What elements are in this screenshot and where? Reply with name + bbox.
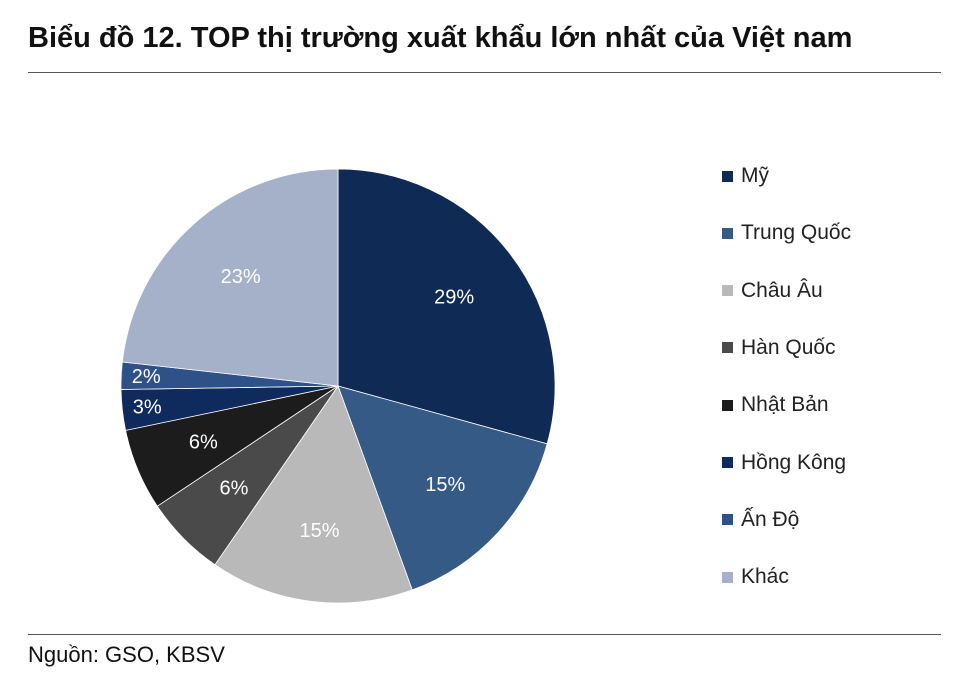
legend-item-my: Mỹ bbox=[722, 162, 769, 190]
source-note: Nguồn: GSO, KBSV bbox=[28, 642, 225, 667]
legend-item-an-do: Ấn Độ bbox=[722, 506, 799, 534]
legend-label: Châu Âu bbox=[741, 278, 823, 302]
legend-item-khac: Khác bbox=[722, 563, 789, 591]
data-label-hong-kong: 3% bbox=[133, 396, 162, 418]
legend-swatch bbox=[722, 514, 733, 526]
legend-label: Ấn Độ bbox=[741, 507, 800, 531]
legend-item-hong-kong: Hồng Kông bbox=[722, 449, 846, 477]
legend-swatch bbox=[722, 571, 733, 583]
data-label-chau-au: 15% bbox=[300, 520, 340, 542]
data-label-my: 29% bbox=[434, 287, 474, 309]
legend-swatch bbox=[722, 285, 733, 297]
legend-label: Nhật Bản bbox=[741, 393, 829, 417]
chart-title: Biểu đồ 12. TOP thị trường xuất khẩu lớn… bbox=[28, 22, 853, 54]
legend-item-han-quoc: Hàn Quốc bbox=[722, 334, 836, 362]
legend-label: Hàn Quốc bbox=[741, 335, 836, 359]
pie-slice-khac bbox=[121, 168, 339, 387]
legend-swatch bbox=[722, 457, 733, 468]
pie-slice-chau-au bbox=[214, 385, 413, 604]
legend-swatch bbox=[722, 227, 733, 239]
data-label-an-do: 2% bbox=[132, 366, 161, 388]
pie-slice-trung-quoc bbox=[337, 385, 548, 591]
legend-swatch bbox=[722, 170, 733, 182]
title-divider bbox=[28, 72, 941, 73]
legend-item-trung-quoc: Trung Quốc bbox=[722, 219, 851, 247]
legend-swatch bbox=[722, 342, 733, 354]
legend-label: Khác bbox=[741, 565, 789, 589]
legend-item-chau-au: Châu Âu bbox=[722, 277, 823, 305]
legend-item-nhat-ban: Nhật Bản bbox=[722, 391, 829, 419]
data-label-trung-quoc: 15% bbox=[425, 474, 465, 496]
legend-label: Hồng Kông bbox=[741, 450, 847, 474]
data-label-nhat-ban: 6% bbox=[189, 431, 218, 453]
pie-slice-my bbox=[337, 168, 556, 445]
data-label-khac: 23% bbox=[221, 266, 261, 288]
source-divider bbox=[28, 634, 941, 635]
legend-label: Trung Quốc bbox=[741, 221, 852, 245]
legend-label: Mỹ bbox=[741, 164, 769, 187]
data-label-han-quoc: 6% bbox=[219, 477, 248, 499]
legend-swatch bbox=[722, 399, 733, 411]
